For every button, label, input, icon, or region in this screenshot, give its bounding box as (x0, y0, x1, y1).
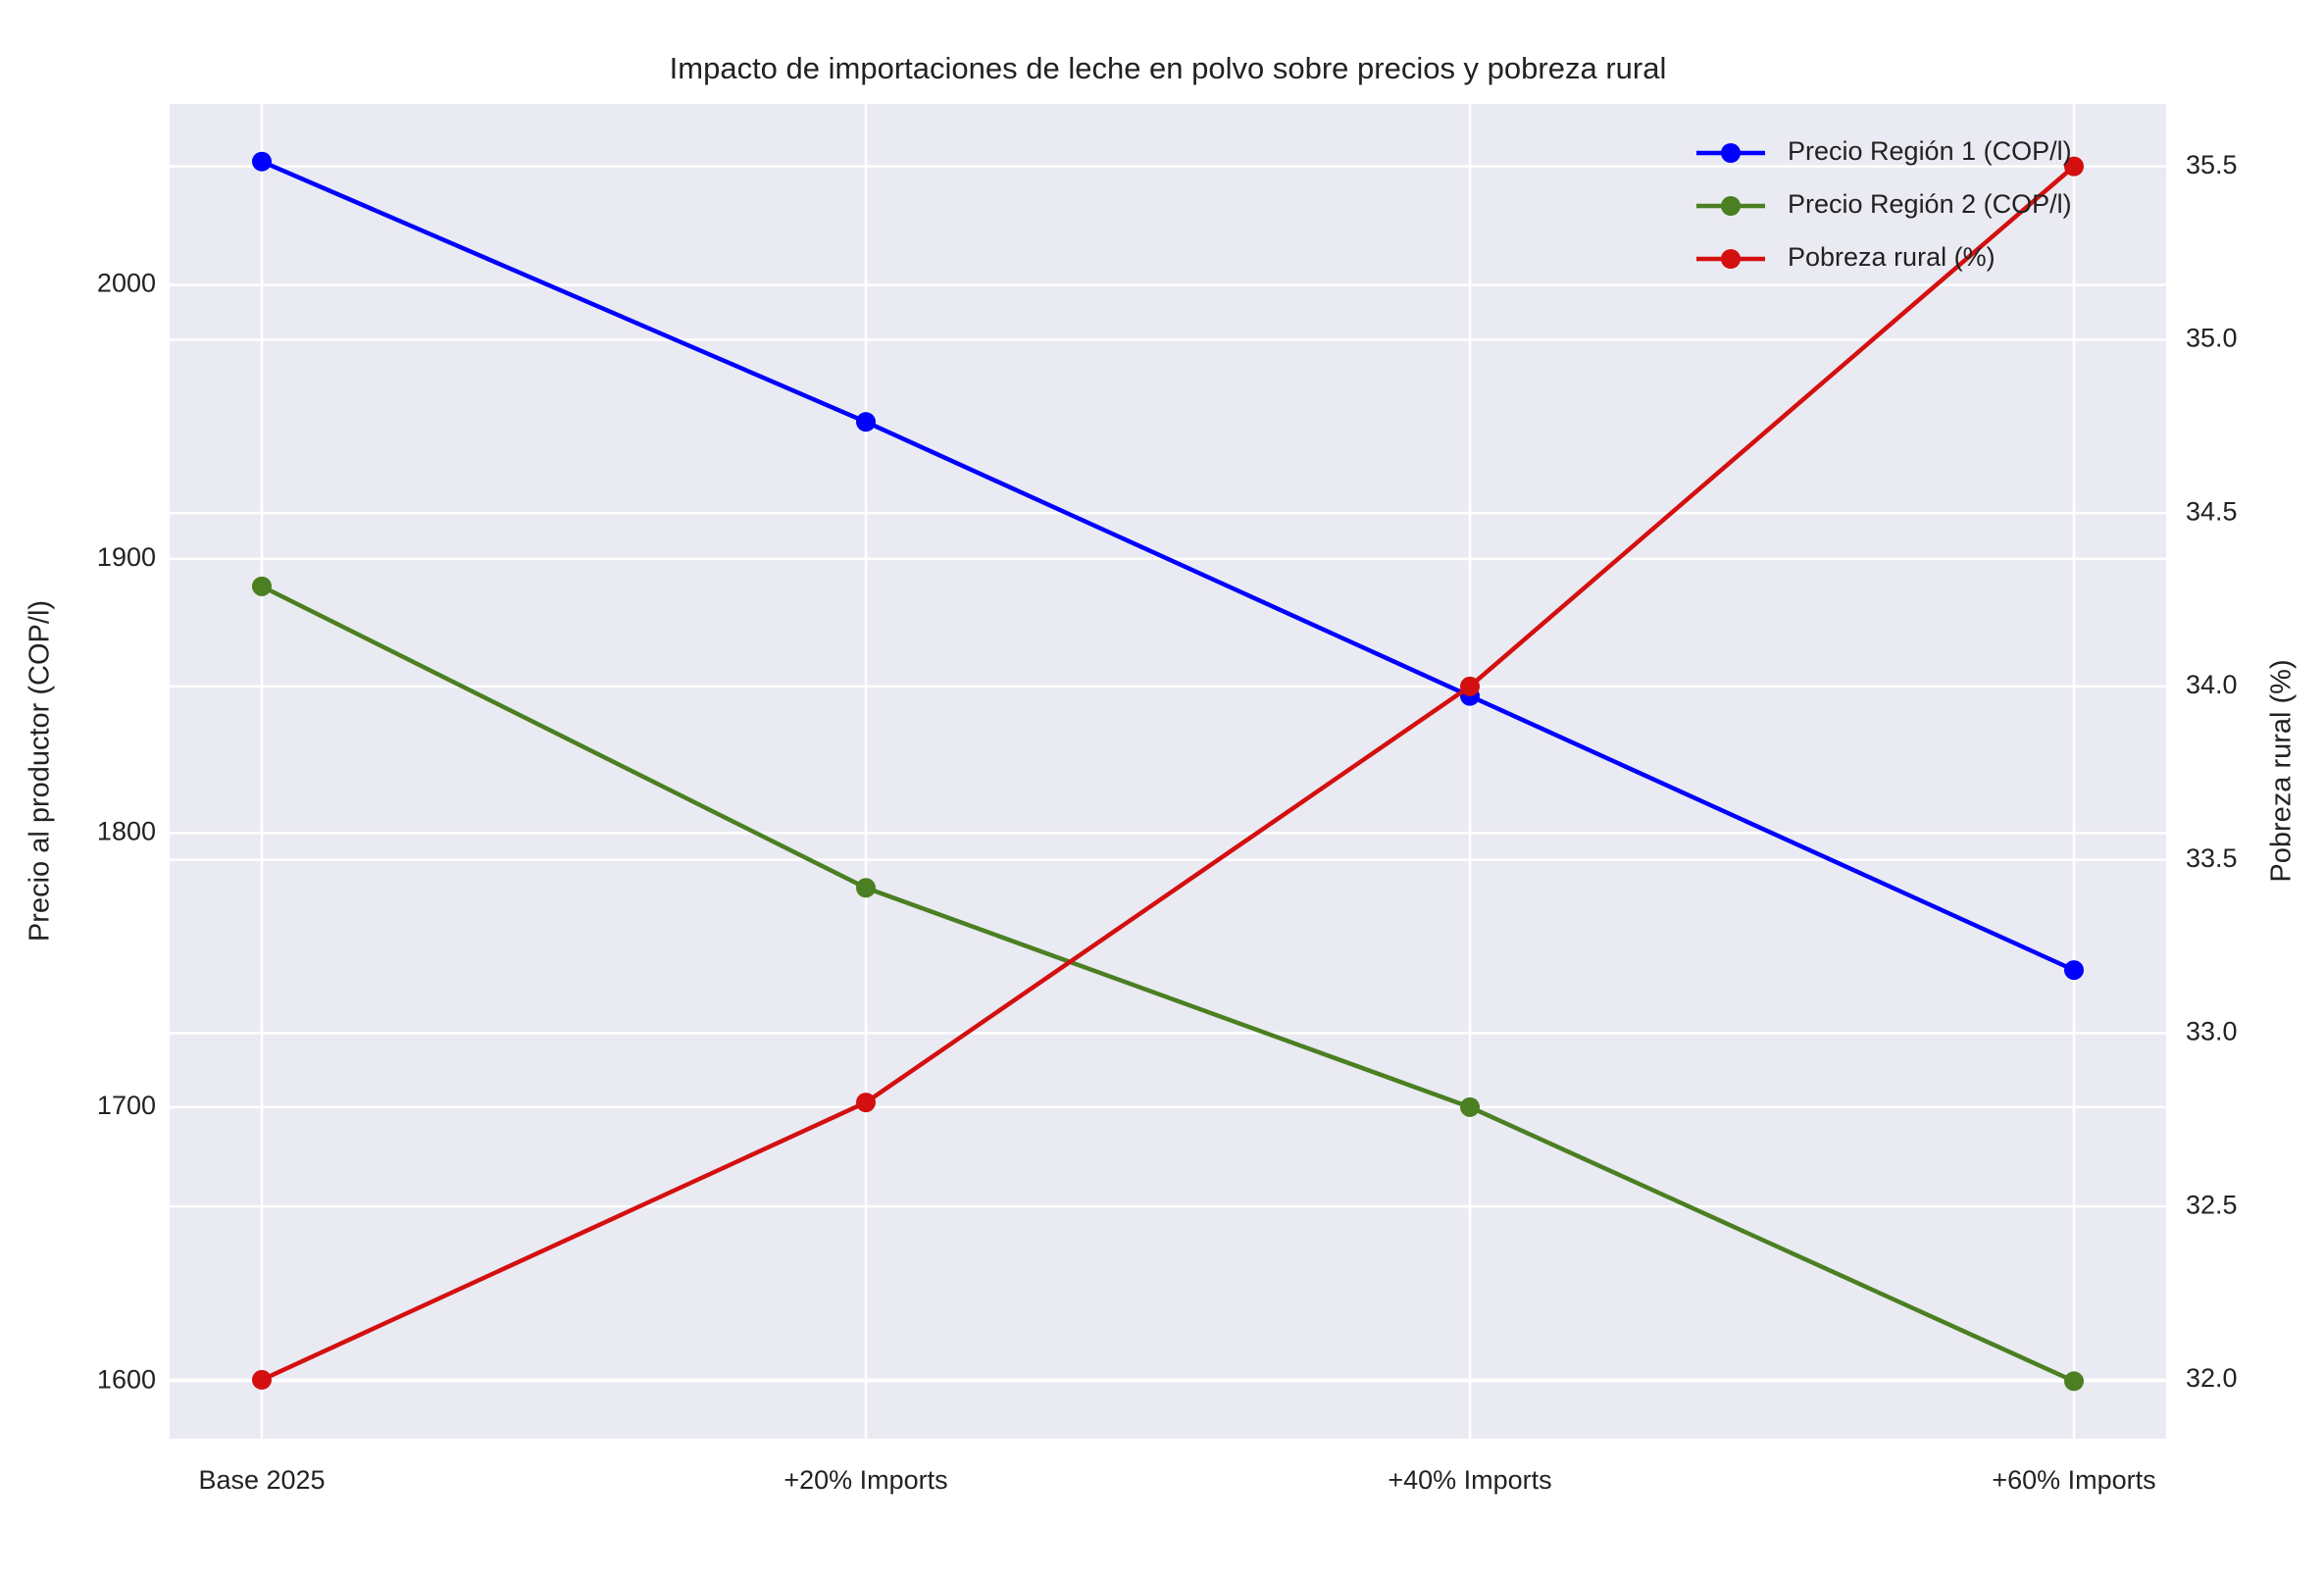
y-tick-label: 1600 (97, 1364, 156, 1394)
series-line (261, 164, 2076, 1382)
data-point (1460, 676, 1480, 696)
y2-tick-label: 34.5 (2186, 496, 2238, 526)
y-tick-label: 2000 (97, 269, 156, 298)
y-tick-label: 1800 (97, 817, 156, 846)
y2-tick-label: 34.0 (2186, 670, 2238, 699)
data-point (252, 1369, 272, 1390)
y-axis-label: Precio al productor (COP/l) (25, 600, 56, 942)
y2-tick-label: 33.0 (2186, 1017, 2238, 1046)
data-point (2064, 1371, 2084, 1392)
plot-area (170, 104, 2166, 1439)
y-tick-label: 1900 (97, 542, 156, 572)
x-tick-label: +60% Imports (1992, 1465, 2155, 1495)
legend-label: Precio Región 1 (COP/l) (1788, 136, 2072, 166)
x-tick-label: +40% Imports (1388, 1465, 1551, 1495)
chart-title: Impacto de importaciones de leche en pol… (670, 51, 1667, 85)
legend-marker (1721, 196, 1741, 216)
grid (170, 104, 2166, 1439)
data-point (856, 878, 876, 898)
marks (252, 151, 2084, 1392)
y2-tick-label: 35.0 (2186, 324, 2238, 353)
data-point (856, 1093, 876, 1113)
data-point (252, 576, 272, 596)
legend-label: Pobreza rural (%) (1788, 242, 1996, 272)
data-point (252, 151, 272, 172)
legend-marker (1721, 143, 1741, 163)
y2-tick-label: 32.0 (2186, 1363, 2238, 1393)
data-point (2064, 156, 2084, 177)
y2-tick-label: 33.5 (2186, 843, 2238, 873)
legend: Precio Región 1 (COP/l) Precio Región 2 (… (1696, 136, 2072, 272)
y2-tick-label: 35.5 (2186, 150, 2238, 179)
y2-axis-label: Pobreza rural (%) (2266, 659, 2298, 882)
data-point (2064, 960, 2084, 981)
series-line (261, 159, 2075, 973)
series-line (260, 584, 2075, 1384)
x-tick-label: Base 2025 (198, 1465, 325, 1495)
y2-tick-label: 32.5 (2186, 1190, 2238, 1219)
x-tick-label: +20% Imports (783, 1465, 947, 1495)
data-point (1460, 1096, 1480, 1117)
legend-marker (1721, 249, 1741, 269)
legend-label: Precio Región 2 (COP/l) (1788, 189, 2072, 219)
y-tick-label: 1700 (97, 1091, 156, 1120)
data-point (856, 412, 876, 433)
